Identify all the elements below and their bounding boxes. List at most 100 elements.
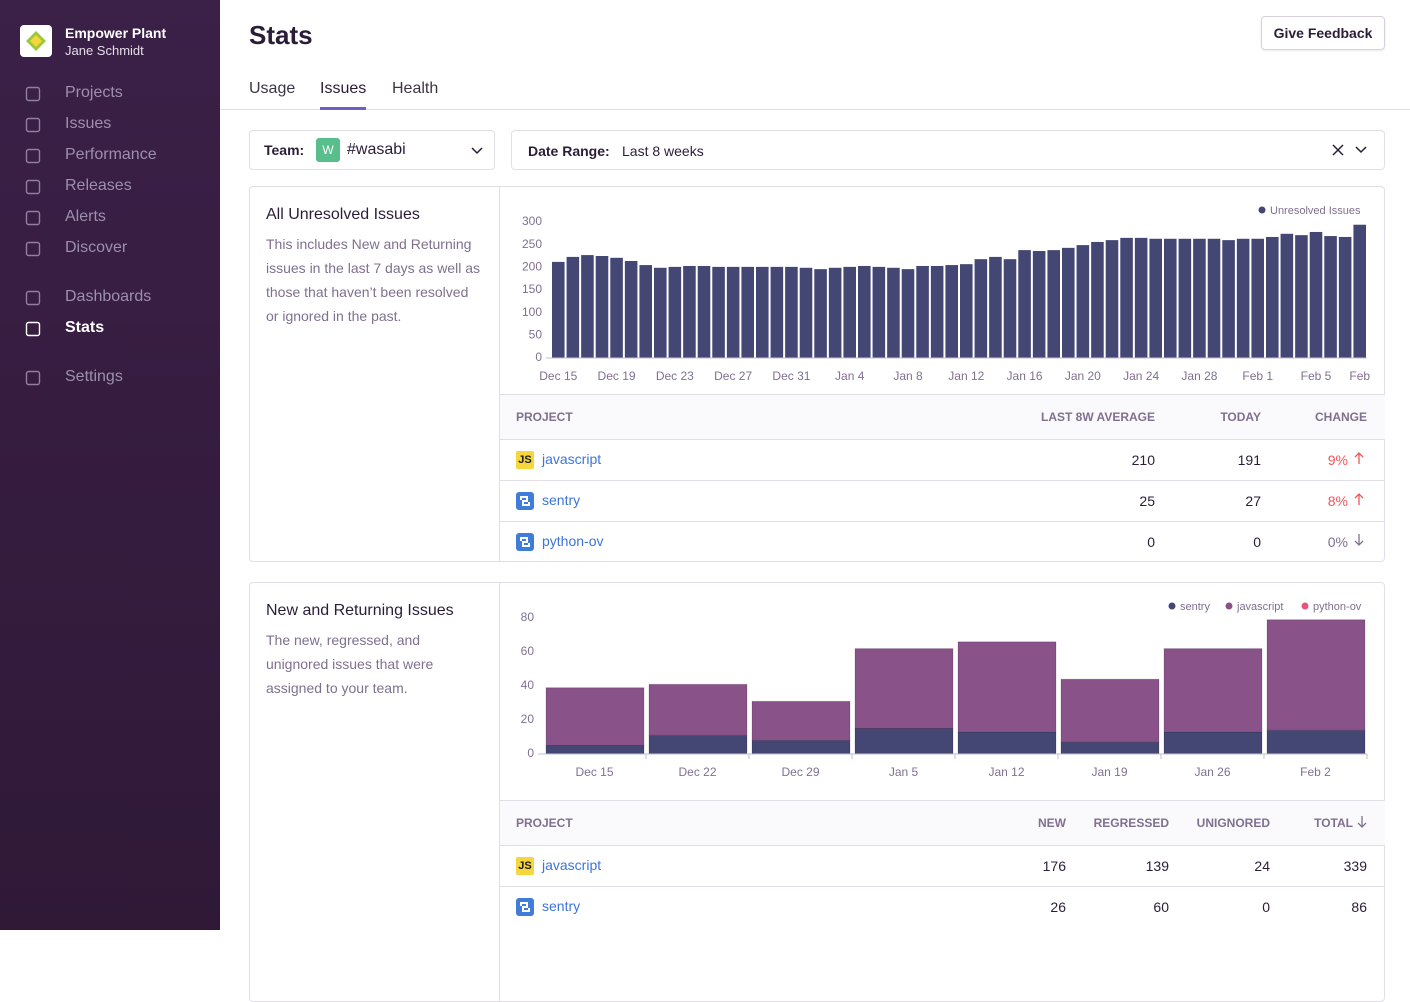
trend-icon (1353, 533, 1365, 547)
row-border (500, 521, 1385, 522)
bar-segment (1061, 742, 1159, 754)
nav-item[interactable]: Settings (65, 368, 123, 386)
bar (639, 265, 652, 358)
column-header: NEW (1038, 816, 1066, 830)
panel-title: All Unresolved Issues (266, 206, 420, 224)
sort-icon (1356, 815, 1368, 829)
nav-icon (25, 210, 41, 226)
nav-item[interactable]: Projects (65, 84, 123, 102)
icon-shape (27, 372, 40, 385)
panel: New and Returning IssuesThe new, regress… (249, 582, 1385, 1002)
project-link[interactable]: sentry (542, 898, 580, 914)
x-tick-label: Dec 27 (714, 369, 752, 383)
bar (814, 269, 827, 358)
column-header: LAST 8W AVERAGE (1041, 410, 1155, 424)
bar (1266, 237, 1279, 358)
bar (1193, 239, 1206, 358)
bar-segment (958, 732, 1056, 754)
bar (1033, 251, 1046, 358)
cell: 191 (1238, 452, 1261, 468)
bar (567, 257, 580, 358)
bar-segment (1164, 732, 1262, 754)
y-tick-label: 50 (529, 328, 543, 342)
project-link[interactable]: sentry (542, 492, 580, 508)
y-tick-label: 80 (521, 610, 535, 624)
nav-item[interactable]: Releases (65, 177, 132, 195)
nav-item[interactable]: Performance (65, 146, 157, 164)
project-link[interactable]: javascript (542, 451, 601, 467)
bar (843, 267, 856, 358)
column-header: REGRESSED (1094, 816, 1169, 830)
bar-segment (1061, 679, 1159, 742)
feedback-button[interactable]: Give Feedback (1261, 16, 1385, 50)
bar-segment (855, 729, 953, 755)
bar (669, 267, 682, 358)
bar-segment (855, 649, 953, 729)
bar (1062, 248, 1075, 358)
date-select[interactable]: Date Range: Last 8 weeks (511, 130, 1385, 170)
team-label: Team: (264, 142, 304, 158)
clear-icon[interactable] (1331, 143, 1345, 157)
x-tick-label: Jan 12 (988, 765, 1024, 779)
org-logo[interactable] (20, 25, 52, 57)
org-name[interactable]: Empower Plant (65, 25, 166, 41)
x-tick-label: Jan 12 (948, 369, 984, 383)
bar (610, 258, 623, 358)
y-tick-label: 300 (522, 214, 542, 228)
x-tick-label: Dec 15 (539, 369, 577, 383)
bar (945, 265, 958, 358)
change: 8% (1328, 493, 1348, 509)
platform-icon (516, 492, 534, 510)
tab[interactable]: Usage (249, 80, 295, 107)
cell: 27 (1245, 493, 1261, 509)
cell: 0 (1253, 534, 1261, 550)
y-tick-label: 60 (521, 644, 535, 658)
y-tick-label: 150 (522, 282, 542, 296)
project-link[interactable]: python-ov (542, 533, 603, 549)
tab[interactable]: Issues (320, 80, 366, 110)
x-tick-label: Jan 26 (1194, 765, 1230, 779)
nav-item[interactable]: Issues (65, 115, 111, 133)
bar-segment (958, 642, 1056, 732)
panel-title: New and Returning Issues (266, 602, 454, 620)
team-select[interactable]: Team: W #wasabi (249, 130, 495, 170)
date-label: Date Range: (528, 143, 610, 159)
x-tick-label: Dec 15 (575, 765, 613, 779)
bar (1004, 259, 1017, 358)
nav-icon (25, 117, 41, 133)
x-tick-label: Dec 31 (772, 369, 810, 383)
nav-item[interactable]: Alerts (65, 208, 106, 226)
x-tick-label: Feb (1349, 369, 1370, 383)
bar-segment (1267, 730, 1365, 754)
row-border (500, 886, 1385, 887)
column-header: CHANGE (1315, 410, 1367, 424)
nav-item[interactable]: Stats (65, 319, 104, 337)
legend-marker (1169, 603, 1176, 610)
project-link[interactable]: javascript (542, 857, 601, 873)
bar (1353, 225, 1366, 358)
cell: 0 (1147, 534, 1155, 550)
x-tick-label: Dec 19 (598, 369, 636, 383)
x-tick-label: Jan 16 (1007, 369, 1043, 383)
legend-label: sentry (1180, 601, 1210, 613)
nav-item[interactable]: Dashboards (65, 288, 151, 306)
chart: 050100150200250300Unresolved IssuesDec 1… (500, 187, 1384, 393)
bar (1281, 234, 1294, 358)
bar (858, 266, 871, 358)
legend-label: Unresolved Issues (1270, 205, 1361, 217)
bar (1208, 239, 1221, 358)
arrow (1358, 816, 1366, 827)
nav-icon (25, 241, 41, 257)
arrow (1355, 494, 1363, 505)
bar (829, 268, 842, 358)
bar (916, 266, 929, 358)
bar (1237, 239, 1250, 358)
y-tick-label: 0 (535, 350, 542, 364)
tab[interactable]: Health (392, 80, 438, 107)
page: Empower Plant Jane Schmidt ProjectsIssue… (0, 0, 1410, 930)
bar (1120, 238, 1133, 358)
nav-item[interactable]: Discover (65, 239, 127, 257)
chevron (470, 144, 484, 158)
column-header: UNIGNORED (1197, 816, 1270, 830)
nav-icon (25, 370, 41, 386)
